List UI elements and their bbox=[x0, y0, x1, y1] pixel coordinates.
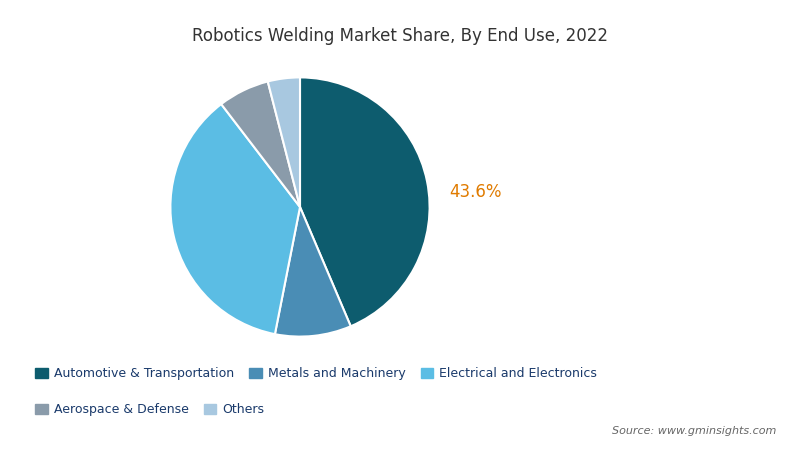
Wedge shape bbox=[300, 77, 430, 326]
Legend: Automotive & Transportation, Metals and Machinery, Electrical and Electronics: Automotive & Transportation, Metals and … bbox=[30, 362, 602, 385]
Wedge shape bbox=[170, 104, 300, 334]
Wedge shape bbox=[275, 207, 350, 337]
Text: Source: www.gminsights.com: Source: www.gminsights.com bbox=[612, 427, 776, 436]
Text: 43.6%: 43.6% bbox=[449, 183, 502, 201]
Wedge shape bbox=[222, 81, 300, 207]
Legend: Aerospace & Defense, Others: Aerospace & Defense, Others bbox=[30, 398, 270, 421]
Text: Robotics Welding Market Share, By End Use, 2022: Robotics Welding Market Share, By End Us… bbox=[192, 27, 608, 45]
Wedge shape bbox=[268, 77, 300, 207]
